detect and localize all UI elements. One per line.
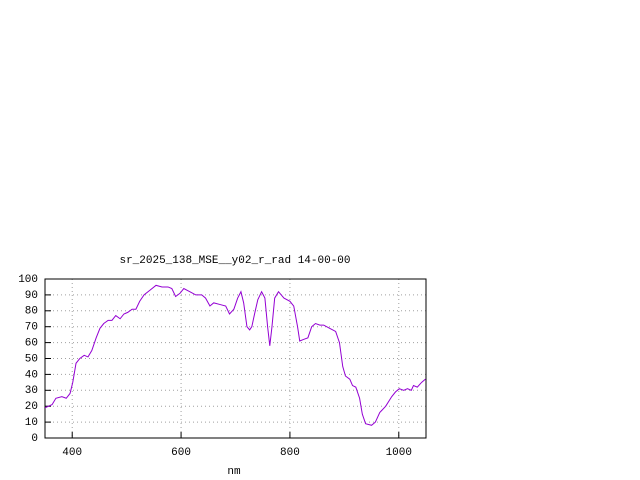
- chart-title: sr_2025_138_MSE__y02_r_rad 14-00-00: [119, 255, 350, 267]
- y-tick-label: 90: [25, 290, 38, 302]
- y-tick-label: 50: [25, 353, 38, 365]
- y-tick-label: 10: [25, 417, 38, 429]
- y-tick-label: 60: [25, 338, 38, 350]
- y-tick-label: 80: [25, 306, 38, 318]
- x-tick-label: 600: [171, 447, 191, 459]
- data-line: [44, 284, 426, 426]
- y-tick-label: 0: [31, 433, 38, 445]
- y-tick-label: 20: [25, 401, 38, 413]
- y-tick-label: 40: [25, 369, 38, 381]
- y-tick-label: 30: [25, 385, 38, 397]
- plot-frame: [44, 278, 427, 439]
- x-tick-label: 800: [280, 447, 300, 459]
- y-tick-label: 100: [18, 274, 38, 286]
- x-tick-label: 400: [62, 447, 82, 459]
- y-tick-label: 70: [25, 322, 38, 334]
- x-tick-label: 1000: [386, 447, 412, 459]
- x-axis-label: nm: [227, 466, 241, 478]
